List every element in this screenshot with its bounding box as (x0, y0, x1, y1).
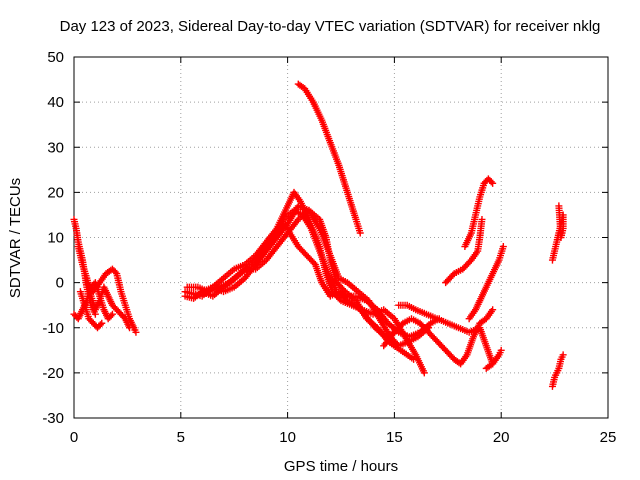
x-tick-label: 15 (386, 429, 403, 446)
data-point (410, 355, 418, 363)
data-series (70, 80, 567, 390)
data-point (96, 321, 104, 329)
y-tick-label: 30 (47, 139, 64, 156)
series-arc-13 (395, 301, 497, 368)
data-point (499, 243, 507, 251)
series-arc-16 (465, 243, 507, 323)
y-tick-label: -30 (42, 410, 64, 427)
y-tick-label: 0 (56, 275, 64, 292)
data-point (420, 369, 428, 377)
data-point (310, 259, 318, 267)
data-point (107, 312, 115, 320)
axes (73, 56, 609, 419)
data-point (489, 306, 497, 314)
series-arc-14 (442, 215, 486, 287)
tick-labels: 0 5 10 15 20 25 -30 -20 -10 0 10 20 30 40 50 (42, 49, 616, 446)
x-axis-label: GPS time / hours (284, 458, 398, 475)
data-point (398, 321, 406, 329)
data-point (489, 179, 497, 187)
y-tick-label: -20 (42, 365, 64, 382)
y-axis-label: SDTVAR / TECUs (7, 178, 24, 298)
data-point (336, 295, 344, 303)
series-arc-12 (380, 306, 497, 368)
series-arc-17 (482, 346, 505, 372)
data-point (497, 346, 505, 354)
data-point (111, 268, 119, 276)
x-tick-label: 25 (600, 429, 617, 446)
series-arc-10 (252, 220, 398, 341)
data-point (98, 319, 106, 327)
x-tick-label: 5 (177, 429, 185, 446)
data-point (126, 324, 134, 332)
y-tick-label: 20 (47, 184, 64, 201)
data-point (555, 202, 563, 210)
series-arc-11 (294, 80, 364, 237)
y-tick-label: 10 (47, 230, 64, 247)
x-tick-label: 10 (279, 429, 296, 446)
y-tick-label: 40 (47, 94, 64, 111)
series-arc-5 (74, 243, 134, 332)
data-point (449, 271, 457, 279)
y-tick-label: -10 (42, 320, 64, 337)
data-point (487, 178, 495, 186)
data-point (108, 310, 116, 318)
series-arc-18 (548, 202, 567, 264)
grid-lines (74, 57, 608, 418)
data-point (356, 229, 364, 237)
data-point (342, 295, 350, 303)
series-arc-3 (76, 288, 106, 332)
chart-title: Day 123 of 2023, Sidereal Day-to-day VTE… (59, 18, 601, 35)
data-point (132, 328, 140, 336)
y-tick-label: 50 (47, 49, 64, 66)
x-tick-label: 20 (493, 429, 510, 446)
data-point (559, 351, 567, 359)
series-arc-8 (183, 206, 443, 341)
series-arc-15 (461, 175, 497, 251)
series-arc-19 (548, 351, 567, 390)
data-point (478, 215, 486, 223)
x-tick-label: 0 (70, 429, 78, 446)
